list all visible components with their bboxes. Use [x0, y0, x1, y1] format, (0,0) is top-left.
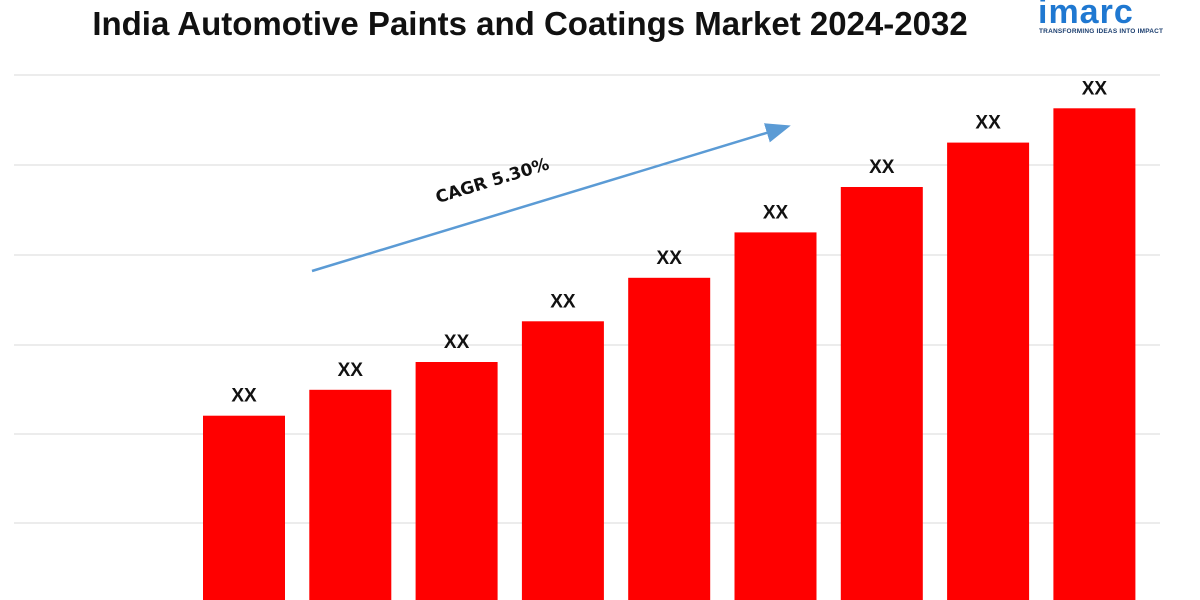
imarc-logo: imarc TRANSFORMING IDEAS INTO IMPACT — [1038, 0, 1178, 40]
bar-value-label-6: XX — [763, 202, 789, 223]
bar-4 — [521, 321, 604, 600]
bar-value-label-3: XX — [444, 332, 470, 353]
cagr-label: CAGR 5.30% — [433, 154, 551, 208]
bar-8 — [947, 142, 1030, 600]
chart-title: India Automotive Paints and Coatings Mar… — [92, 5, 968, 42]
bar-2 — [309, 389, 392, 600]
bar-9 — [1053, 108, 1136, 600]
bar-5 — [628, 277, 711, 600]
bar-1 — [203, 415, 285, 600]
bar-7 — [840, 187, 923, 600]
bar-value-label-7: XX — [869, 157, 895, 178]
data-labels: XX XX XX XX XX XX XX XX XX — [231, 78, 1107, 406]
cagr-arrow — [311, 123, 791, 273]
logo-wordmark: imarc — [1038, 0, 1134, 31]
bar-6 — [734, 232, 817, 600]
bars — [203, 108, 1136, 600]
bar-value-label-2: XX — [338, 360, 364, 381]
bar-value-label-1: XX — [231, 386, 257, 407]
logo-tagline: TRANSFORMING IDEAS INTO IMPACT — [1039, 28, 1164, 35]
bar-3 — [415, 362, 498, 600]
bar-value-label-9: XX — [1082, 78, 1108, 99]
bar-value-label-5: XX — [657, 248, 683, 269]
bar-value-label-4: XX — [550, 291, 576, 312]
bar-value-label-8: XX — [975, 113, 1001, 134]
cagr-annotation: CAGR 5.30% — [311, 123, 791, 273]
